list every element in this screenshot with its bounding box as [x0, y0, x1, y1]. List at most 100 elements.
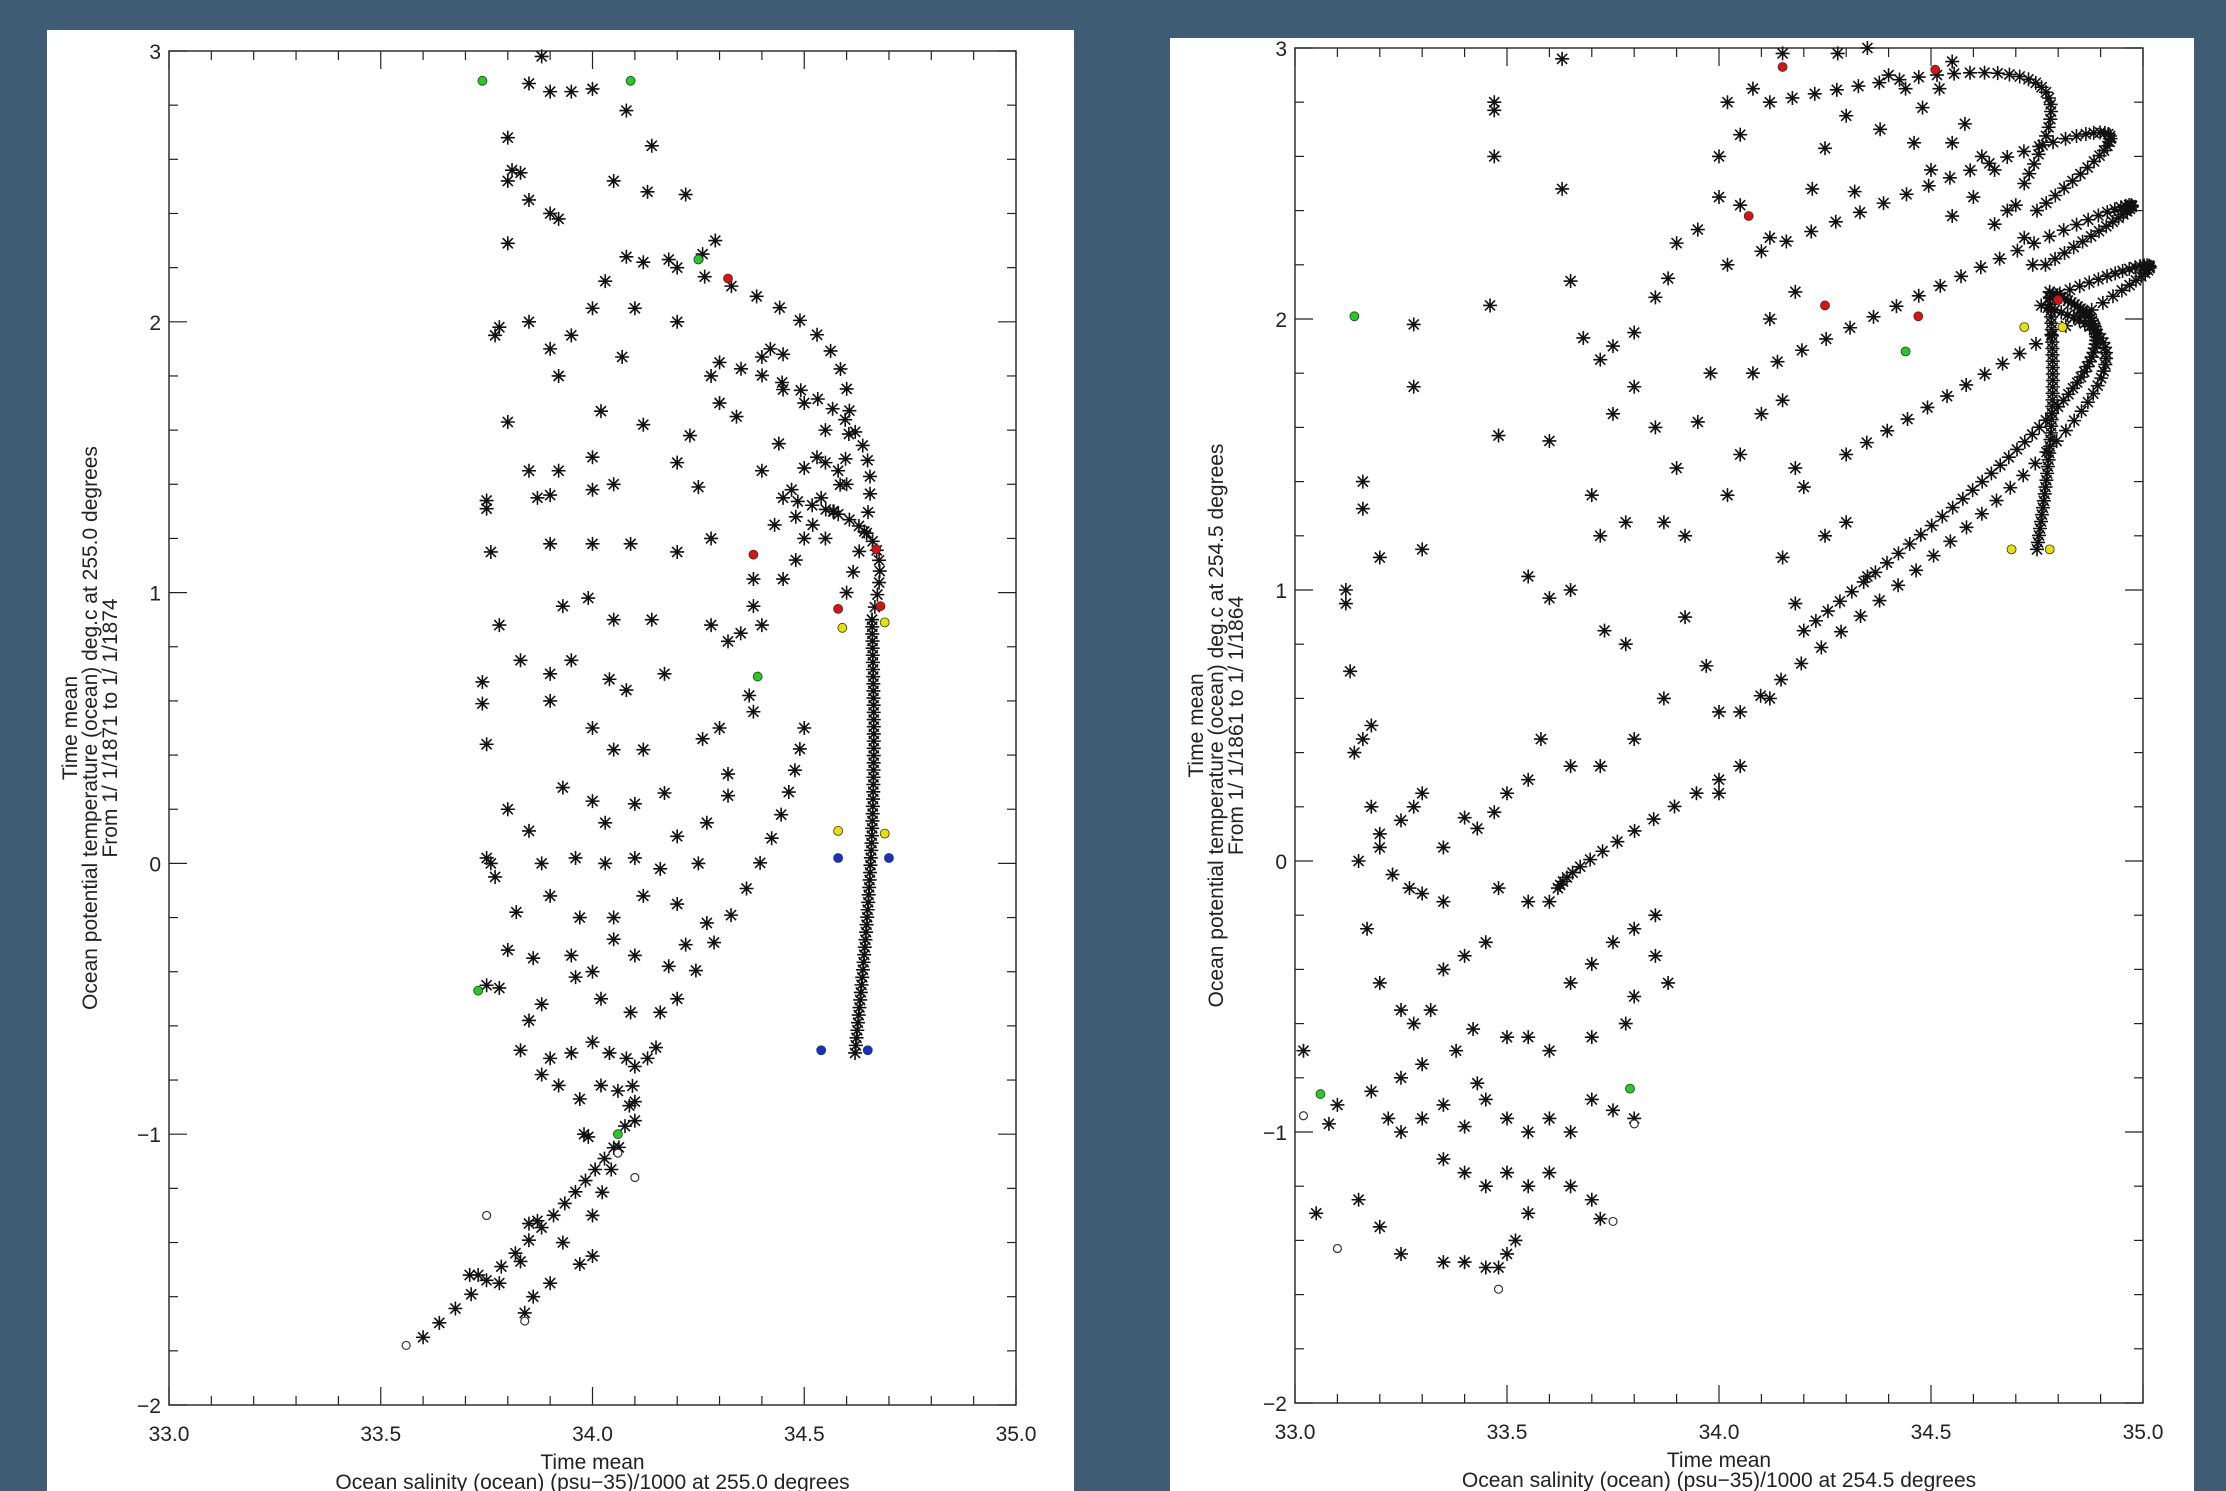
data-point-star — [864, 828, 879, 843]
data-point-star — [1656, 515, 1671, 530]
data-point-star — [866, 734, 881, 749]
data-point-star — [1449, 1043, 1464, 1058]
data-point-star — [697, 269, 712, 284]
data-point-star — [2111, 210, 2126, 225]
data-point-star — [1974, 506, 1989, 521]
data-point-star — [475, 674, 490, 689]
data-point-star — [1470, 1076, 1485, 1091]
y-axis-title-line2: Ocean potential temperature (ocean) deg.… — [79, 446, 102, 1010]
data-point-star — [615, 350, 630, 365]
data-point-star — [1436, 1152, 1451, 1167]
data-point-star — [1926, 548, 1941, 563]
data-point-star — [855, 438, 870, 453]
data-point-star — [670, 455, 685, 470]
data-point-star — [2017, 176, 2032, 191]
x-axis-title-line1: Time mean — [1667, 1449, 1771, 1472]
data-point-star — [2021, 72, 2036, 87]
data-point-star — [1977, 367, 1992, 382]
data-point-star — [543, 206, 558, 221]
data-point-star — [625, 1078, 640, 1093]
data-point-star — [1521, 1030, 1536, 1045]
data-point-star — [606, 932, 621, 947]
data-point-star — [1678, 528, 1693, 543]
data-point-star — [2066, 381, 2081, 396]
data-point-star — [1924, 162, 1938, 177]
data-point-star — [521, 314, 536, 329]
data-point-star — [521, 192, 536, 207]
data-point-star — [2085, 313, 2100, 328]
data-point-star — [1415, 1111, 1430, 1126]
data-point-star — [1753, 688, 1768, 703]
data-point-star — [1521, 1179, 1536, 1194]
data-point-star — [1385, 867, 1400, 882]
data-point-star — [534, 1220, 549, 1235]
data-point-star — [776, 490, 791, 505]
data-point-star — [865, 806, 880, 821]
data-point-star — [704, 531, 719, 546]
data-point-star — [2032, 528, 2047, 543]
data-point-star — [1745, 366, 1760, 381]
data-point-star — [2098, 357, 2113, 372]
data-point-star — [488, 328, 503, 343]
data-point-star — [1690, 414, 1705, 429]
data-point-star — [861, 887, 876, 902]
data-point-star — [1770, 354, 1785, 369]
data-point-star — [2082, 275, 2097, 290]
data-point-star — [1627, 989, 1642, 1004]
data-point-star — [862, 872, 877, 887]
data-point-star — [627, 301, 642, 316]
data-point-star — [2046, 135, 2061, 150]
data-point-star — [708, 233, 723, 248]
data-point-star — [2100, 269, 2115, 284]
data-point-star — [1945, 209, 1960, 224]
data-point-star — [2038, 257, 2053, 272]
data-point-star — [577, 1127, 592, 1142]
data-point-star — [865, 813, 880, 828]
data-point-star — [2035, 137, 2050, 152]
data-point-star — [2073, 370, 2088, 385]
data-point-star — [1521, 894, 1536, 909]
data-point-star — [530, 490, 545, 505]
data-point-star — [2115, 263, 2130, 278]
data-point-star — [1563, 975, 1578, 990]
y-tick-label: 3 — [1275, 38, 1287, 61]
data-point-star — [1954, 269, 1969, 284]
data-point-star — [1521, 569, 1536, 584]
data-point-star — [771, 436, 786, 451]
data-point-star — [699, 815, 714, 830]
data-point-star — [1584, 956, 1599, 971]
data-point-star — [2122, 261, 2137, 276]
y-tick-label: −2 — [1263, 1393, 1287, 1416]
data-point-star — [2107, 202, 2122, 217]
data-point-marker — [2044, 544, 2055, 555]
data-point-marker — [625, 75, 636, 86]
data-point-star — [479, 1273, 494, 1288]
data-point-star — [2078, 127, 2093, 142]
data-point-star — [581, 591, 596, 606]
data-point-star — [526, 951, 541, 966]
data-point-star — [1343, 664, 1358, 679]
data-point-star — [543, 1276, 558, 1291]
data-point-star — [597, 1151, 612, 1166]
data-point-star — [622, 1098, 637, 1113]
data-point-star — [2086, 345, 2101, 360]
data-point-star — [848, 424, 863, 439]
data-point-star — [866, 763, 881, 778]
data-point-marker — [2053, 295, 2064, 305]
data-point-star — [2081, 212, 2096, 227]
data-point-star — [1940, 389, 1955, 404]
data-point-star — [500, 414, 515, 429]
data-point-star — [500, 130, 515, 145]
data-point-star — [860, 910, 875, 925]
data-point-star — [2101, 127, 2116, 142]
data-point-star — [1584, 1192, 1599, 1207]
data-point-star — [831, 507, 846, 522]
data-point-star — [1500, 1246, 1514, 1261]
data-point-star — [1819, 331, 1834, 346]
data-point-star — [867, 600, 882, 615]
data-point-star — [1911, 288, 1926, 303]
data-point-star — [841, 427, 856, 442]
data-point-star — [2118, 198, 2133, 213]
data-point-star — [865, 641, 880, 656]
